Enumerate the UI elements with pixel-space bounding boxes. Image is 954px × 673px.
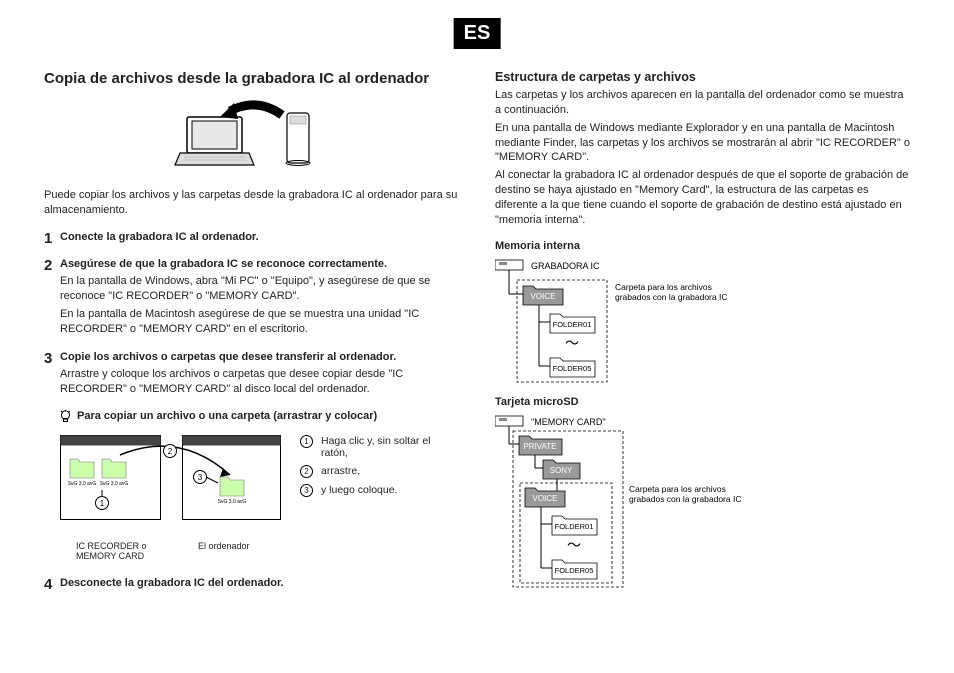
svg-text:SONY: SONY [550, 466, 573, 475]
drag-legend: 1 Haga clic y, sin soltar el ratón, 2 arra… [300, 435, 459, 503]
caption-right: El ordenador [198, 541, 250, 563]
svg-text:"MEMORY CARD": "MEMORY CARD" [531, 417, 606, 427]
caption-left: IC RECORDER o MEMORY CARD [76, 541, 176, 563]
right-intro: Al conectar la grabadora IC al ordenador… [495, 168, 910, 227]
step-title: Copie los archivos o carpetas que desee … [60, 350, 459, 364]
svg-text:SvG 3.0 avG: SvG 3.0 avG [100, 481, 129, 487]
mem-title: Memoria interna [495, 240, 910, 252]
svg-text:FOLDER01: FOLDER01 [553, 320, 592, 329]
left-intro: Puede copiar los archivos y las carpetas… [44, 188, 459, 218]
tip-icon [60, 410, 71, 427]
svg-text:VOICE: VOICE [531, 292, 556, 301]
figure-captions: IC RECORDER o MEMORY CARD El ordenador [76, 541, 282, 563]
step-3: 3 Copie los archivos o carpetas que dese… [44, 350, 459, 400]
step-desc: Arrastre y coloque los archivos o carpet… [60, 367, 459, 397]
mem-tree: GRABADORA IC VOICE FOLDER01 〜 FOL [495, 258, 910, 386]
svg-text:FOLDER05: FOLDER05 [553, 364, 592, 373]
svg-text:FOLDER01: FOLDER01 [555, 522, 594, 531]
step-title: Conecte la grabadora IC al ordenador. [60, 230, 459, 244]
step-number: 1 [44, 230, 60, 247]
step-desc: En la pantalla de Macintosh asegúrese de… [60, 307, 459, 337]
step-number: 2 [44, 257, 60, 340]
step-2: 2 Asegúrese de que la grabadora IC se re… [44, 257, 459, 340]
step-number: 4 [44, 576, 60, 593]
left-column: Copia de archivos desde la grabadora IC … [44, 70, 459, 604]
step-number: 3 [44, 350, 60, 400]
svg-text:〜: 〜 [565, 335, 579, 351]
left-title: Copia de archivos desde la grabadora IC … [44, 70, 459, 87]
legend-text: y luego coloque. [321, 484, 397, 496]
svg-text:VOICE: VOICE [533, 494, 558, 503]
tip-row: Para copiar un archivo o una carpeta (ar… [60, 410, 459, 427]
step-4: 4 Desconecte la grabadora IC del ordenad… [44, 576, 459, 593]
sd-tree: "MEMORY CARD" PRIVATE SONY VOICE [495, 414, 910, 590]
right-title: Estructura de carpetas y archivos [495, 70, 910, 84]
step-title: Asegúrese de que la grabadora IC se reco… [60, 257, 459, 271]
legend-num: 2 [300, 465, 313, 478]
svg-text:SvG 3.0 avG: SvG 3.0 avG [68, 481, 97, 487]
step-title: Desconecte la grabadora IC del ordenador… [60, 576, 459, 590]
legend-text: Haga clic y, sin soltar el ratón, [321, 435, 459, 459]
root-label: GRABADORA IC [531, 261, 600, 271]
svg-text:FOLDER05: FOLDER05 [555, 566, 594, 575]
laptop-recorder-figure [44, 95, 459, 178]
svg-text:PRIVATE: PRIVATE [523, 442, 556, 451]
right-intro: Las carpetas y los archivos aparecen en … [495, 88, 910, 118]
drag-drop-figure: SvG 3.0 avG SvG 3.0 avG SvG 3.0 avG [60, 435, 459, 563]
right-column: Estructura de carpetas y archivos Las ca… [495, 70, 910, 604]
legend-num: 3 [300, 484, 313, 497]
language-badge: ES [454, 18, 501, 49]
svg-text:2: 2 [168, 447, 173, 456]
svg-text:SvG 3.0 avG: SvG 3.0 avG [218, 499, 247, 505]
step-desc: En la pantalla de Windows, abra "Mi PC" … [60, 274, 459, 304]
legend-num: 1 [300, 435, 313, 448]
legend-text: arrastre, [321, 465, 360, 477]
svg-text:〜: 〜 [567, 537, 581, 553]
svg-text:Carpeta para los archivosgraba: Carpeta para los archivosgrabados con la… [615, 282, 727, 302]
sd-title: Tarjeta microSD [495, 396, 910, 408]
step-1: 1 Conecte la grabadora IC al ordenador. [44, 230, 459, 247]
svg-text:3: 3 [198, 473, 203, 482]
svg-text:Carpeta para los archivosgraba: Carpeta para los archivosgrabados con la… [629, 484, 741, 504]
tip-label: Para copiar un archivo o una carpeta (ar… [77, 410, 377, 422]
svg-text:1: 1 [100, 499, 105, 508]
right-intro: En una pantalla de Windows mediante Expl… [495, 121, 910, 166]
